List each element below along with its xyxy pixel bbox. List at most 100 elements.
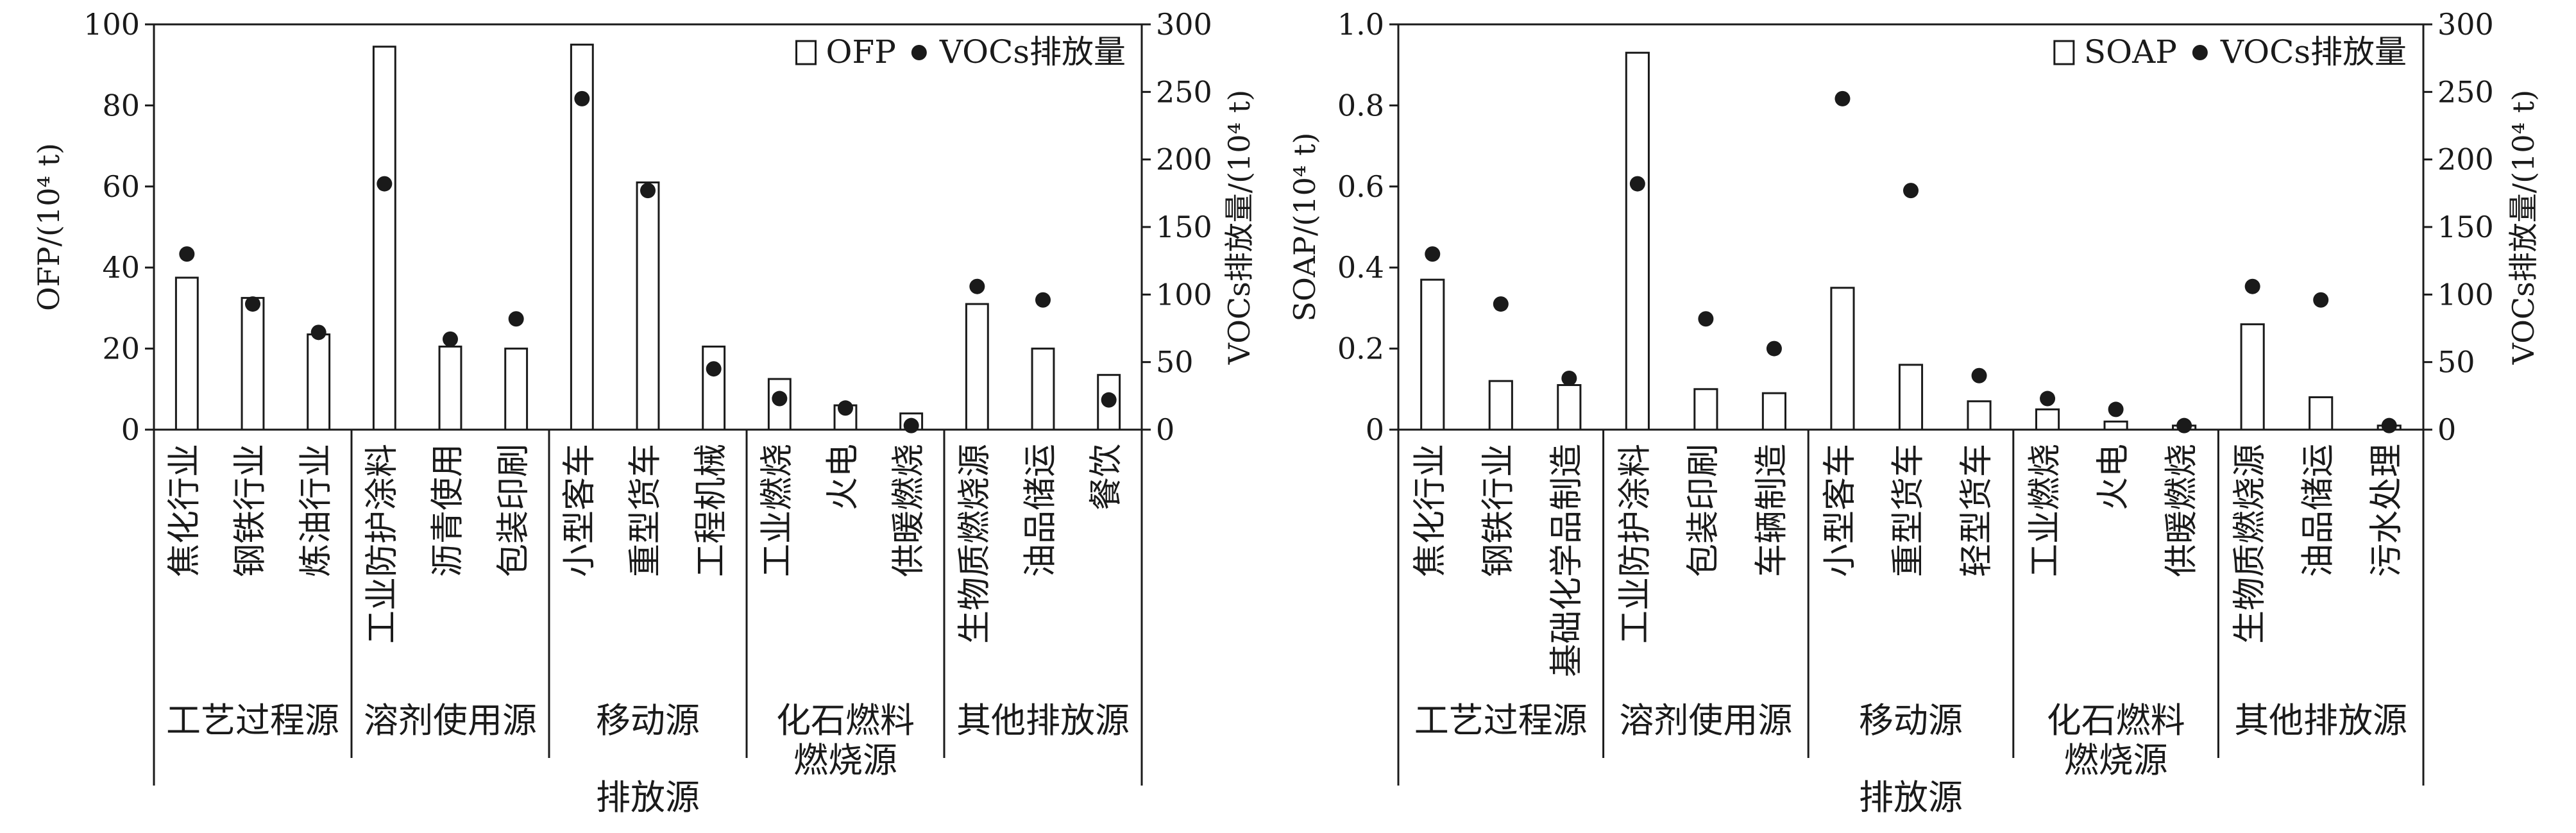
emission-dot <box>2108 401 2124 417</box>
emission-dot <box>1629 176 1645 192</box>
emission-dot <box>245 296 260 312</box>
bar <box>307 333 331 431</box>
right-tick-label: 150 <box>1156 210 1212 244</box>
category-label: 工业防护涂料 <box>363 444 402 644</box>
left-tick-label: 0.4 <box>1337 250 1384 285</box>
left-tick-label: 0 <box>121 412 140 447</box>
emission-dot <box>2040 391 2056 407</box>
right-tick-label: 0 <box>1156 412 1174 447</box>
category-label: 火电 <box>824 444 863 510</box>
emission-dot <box>1035 292 1051 308</box>
emission-dot <box>508 311 524 327</box>
bar <box>636 181 660 431</box>
emission-dot <box>1561 370 1577 386</box>
bar <box>174 276 199 431</box>
category-label: 基础化学品制造 <box>1548 444 1586 677</box>
category-label: 污水处理 <box>2368 444 2406 577</box>
right-tick-label: 300 <box>2437 7 2494 42</box>
emission-dot <box>2244 278 2260 294</box>
emission-dot <box>969 278 985 294</box>
bar <box>1625 51 1650 431</box>
category-label: 钢铁行业 <box>1479 444 1518 577</box>
category-label: 包装印刷 <box>1684 444 1723 577</box>
emission-dot <box>2313 292 2329 308</box>
group-label: 其他排放源 <box>2234 700 2407 741</box>
group-label: 化石燃料 <box>776 700 915 741</box>
group-label: 移动源 <box>1859 700 1963 741</box>
legend-bar-label: SOAP <box>2084 33 2177 71</box>
right-axis-title: VOCs排放量/(10⁴ t) <box>2506 90 2541 365</box>
category-label: 小型客车 <box>561 444 599 577</box>
emission-dot <box>1971 367 1987 383</box>
emission-dot <box>310 324 326 341</box>
bar <box>702 345 726 431</box>
category-label: 炼油行业 <box>297 444 335 577</box>
category-label: 沥青使用 <box>429 444 468 577</box>
legend-dot-label: VOCs排放量 <box>939 33 1126 71</box>
emission-dot <box>1766 341 1782 357</box>
bar <box>1557 383 1582 431</box>
right-tick-label: 250 <box>1156 74 1212 109</box>
category-label: 焦化行业 <box>165 444 204 577</box>
category-label: 车辆制造 <box>1752 444 1791 577</box>
category-label: 火电 <box>2094 444 2133 510</box>
group-label: 工艺过程源 <box>1414 700 1588 741</box>
category-label: 工业燃烧 <box>2026 444 2065 577</box>
emission-dot <box>772 391 788 407</box>
left-tick-label: 0.6 <box>1337 169 1384 204</box>
group-label: 化石燃料 <box>2047 700 2185 741</box>
right-tick-label: 100 <box>1156 277 1212 312</box>
group-label: 溶剂使用源 <box>1619 700 1792 741</box>
bar <box>1967 400 1992 431</box>
category-label: 生物质燃烧源 <box>956 444 994 644</box>
legend-bar-icon <box>795 40 817 65</box>
category-label: 生物质燃烧源 <box>2231 444 2269 644</box>
left-tick-label: 60 <box>102 169 140 204</box>
group-label: 燃烧源 <box>2064 740 2168 780</box>
emission-dot <box>2381 417 2397 433</box>
emission-dot <box>2176 417 2192 433</box>
group-label: 其他排放源 <box>956 700 1130 741</box>
bar <box>372 46 396 431</box>
bar <box>1898 364 1924 431</box>
bar <box>504 348 529 431</box>
category-label: 包装印刷 <box>495 444 533 577</box>
right-tick-label: 250 <box>2437 74 2494 109</box>
left-axis-title: OFP/(10⁴ t) <box>31 143 66 311</box>
right-tick-label: 50 <box>1156 345 1194 380</box>
right-tick-label: 50 <box>2437 345 2475 380</box>
left-tick-label: 20 <box>102 332 140 366</box>
emission-dot <box>574 90 590 106</box>
right-tick-label: 150 <box>2437 210 2494 244</box>
category-label: 供暖燃烧 <box>2163 444 2201 577</box>
category-label: 油品储运 <box>1022 444 1060 577</box>
emission-dot <box>838 400 853 416</box>
category-label: 重型货车 <box>1890 444 1928 577</box>
legend-dot-icon <box>2192 45 2208 60</box>
right-tick-label: 200 <box>1156 142 1212 177</box>
right-tick-label: 0 <box>2437 412 2456 447</box>
bar <box>965 303 989 431</box>
emission-dot <box>1698 311 1714 327</box>
emission-dot <box>1903 183 1919 199</box>
legend-bar-label: OFP <box>826 33 896 71</box>
bar <box>2309 396 2334 431</box>
emission-dot <box>1835 90 1851 106</box>
bar <box>1693 388 1718 431</box>
bar <box>2035 408 2060 431</box>
group-label: 燃烧源 <box>793 740 897 780</box>
category-label: 餐饮 <box>1087 444 1126 510</box>
bar <box>1420 278 1445 431</box>
bar <box>2240 323 2265 431</box>
category-label: 工程机械 <box>692 444 731 577</box>
ofp-chart-panel: 0 20 40 60 80 100 0 50 100 150 200 250 300 OFP/(10⁴ t… <box>31 7 1257 818</box>
category-label: 油品储运 <box>2300 444 2338 577</box>
emission-dot <box>377 176 393 192</box>
left-tick-label: 0.8 <box>1337 88 1384 122</box>
emission-dot <box>1101 392 1117 408</box>
emission-dot <box>1493 296 1509 312</box>
category-label: 工业防护涂料 <box>1616 444 1654 644</box>
emission-dot <box>443 331 458 347</box>
category-label: 焦化行业 <box>1411 444 1450 577</box>
